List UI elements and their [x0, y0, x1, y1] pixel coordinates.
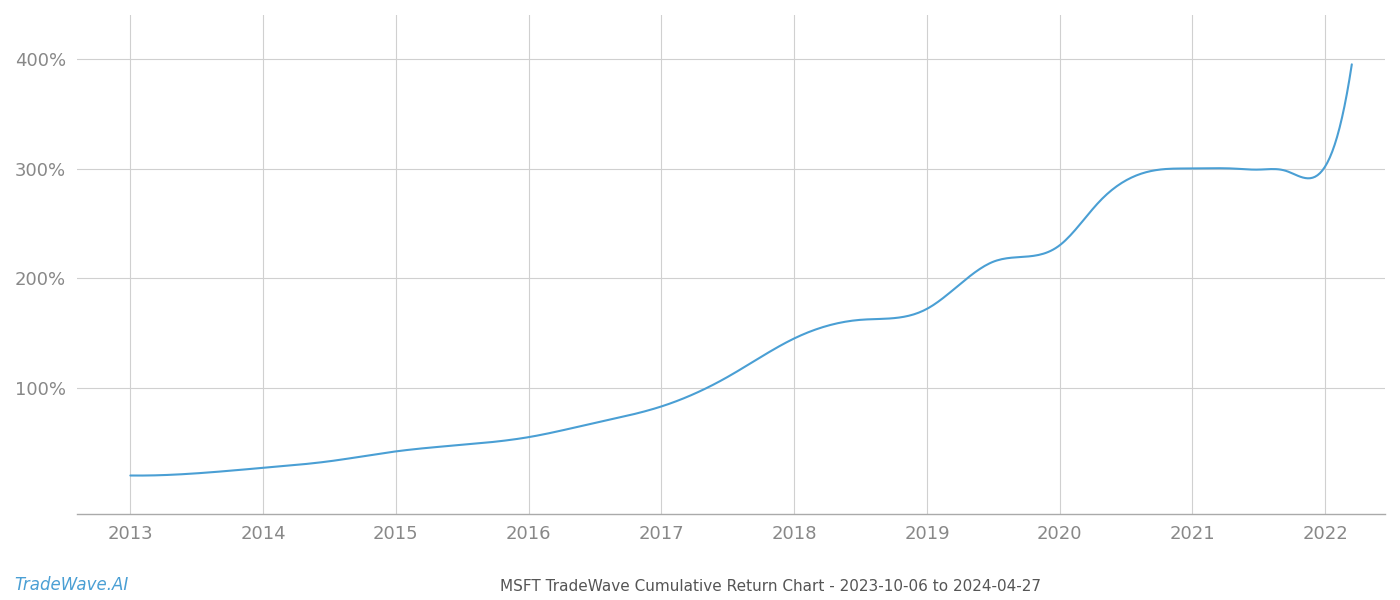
Text: TradeWave.AI: TradeWave.AI — [14, 576, 129, 594]
Text: MSFT TradeWave Cumulative Return Chart - 2023-10-06 to 2024-04-27: MSFT TradeWave Cumulative Return Chart -… — [500, 579, 1040, 594]
